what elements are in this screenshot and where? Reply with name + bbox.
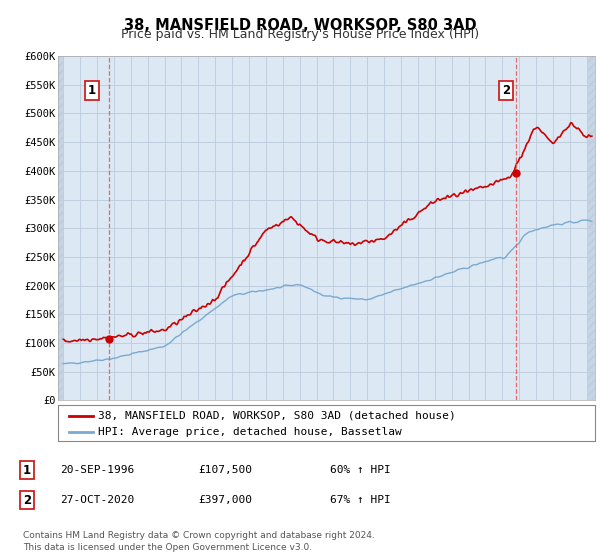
Text: 1: 1: [88, 84, 96, 97]
Text: £107,500: £107,500: [198, 465, 252, 475]
Text: 1: 1: [23, 464, 31, 477]
Text: HPI: Average price, detached house, Bassetlaw: HPI: Average price, detached house, Bass…: [98, 427, 402, 437]
Text: 2: 2: [23, 493, 31, 507]
Text: £397,000: £397,000: [198, 495, 252, 505]
Bar: [587, 56, 595, 400]
Text: This data is licensed under the Open Government Licence v3.0.: This data is licensed under the Open Gov…: [23, 543, 312, 552]
Text: 2: 2: [502, 84, 510, 97]
Text: 38, MANSFIELD ROAD, WORKSOP, S80 3AD: 38, MANSFIELD ROAD, WORKSOP, S80 3AD: [124, 18, 476, 33]
Text: Price paid vs. HM Land Registry's House Price Index (HPI): Price paid vs. HM Land Registry's House …: [121, 28, 479, 41]
Text: 27-OCT-2020: 27-OCT-2020: [60, 495, 134, 505]
Bar: [58, 56, 63, 400]
Text: 20-SEP-1996: 20-SEP-1996: [60, 465, 134, 475]
Text: Contains HM Land Registry data © Crown copyright and database right 2024.: Contains HM Land Registry data © Crown c…: [23, 531, 374, 540]
Text: 60% ↑ HPI: 60% ↑ HPI: [330, 465, 391, 475]
Text: 67% ↑ HPI: 67% ↑ HPI: [330, 495, 391, 505]
Text: 38, MANSFIELD ROAD, WORKSOP, S80 3AD (detached house): 38, MANSFIELD ROAD, WORKSOP, S80 3AD (de…: [98, 411, 456, 421]
